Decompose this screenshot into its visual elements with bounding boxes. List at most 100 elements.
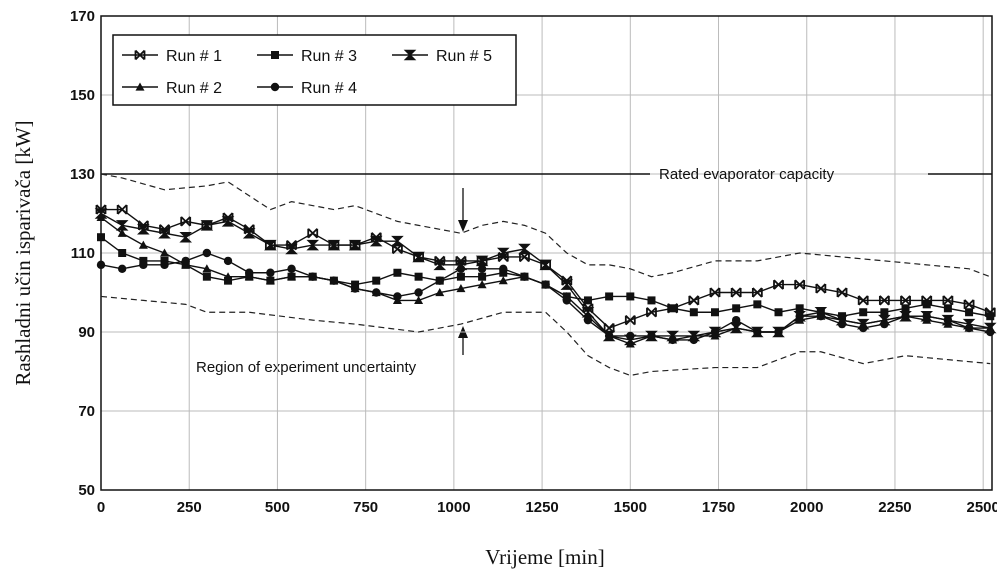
marker: [901, 304, 910, 313]
marker: [583, 315, 593, 325]
y-tick-label: 50: [78, 482, 95, 499]
marker: [626, 292, 635, 301]
marker: [519, 251, 530, 263]
y-tick-label: 90: [78, 324, 95, 341]
marker: [306, 239, 320, 251]
legend-label: Run # 2: [166, 80, 222, 97]
marker: [454, 259, 468, 271]
marker: [181, 256, 190, 266]
x-tick-label: 0: [97, 499, 105, 516]
marker: [179, 231, 192, 243]
y-axis-label: Rashladni učin isparivača [kW]: [11, 120, 35, 385]
marker: [668, 304, 677, 313]
marker: [202, 264, 212, 273]
marker: [815, 283, 827, 294]
marker: [393, 268, 402, 277]
y-tick-label: 70: [78, 403, 95, 420]
marker: [856, 318, 870, 330]
marker: [202, 248, 212, 258]
legend: Run # 1 Run # 2 Run # 3 Run # 4 Run # 5: [112, 34, 517, 106]
marker: [773, 279, 784, 290]
marker: [264, 239, 277, 251]
marker: [456, 272, 465, 281]
marker: [414, 272, 423, 281]
marker: [223, 256, 233, 266]
x-axis-label: Vrijeme [min]: [485, 545, 604, 569]
marker: [732, 304, 741, 313]
marker: [221, 216, 235, 227]
uncertainty-band: [100, 295, 991, 377]
marker: [920, 310, 934, 322]
marker: [372, 288, 381, 297]
marker: [456, 284, 466, 293]
marker: [710, 308, 719, 317]
marker: [941, 314, 955, 326]
marker: [224, 276, 233, 285]
marker: [793, 310, 806, 322]
marker: [687, 330, 701, 342]
marker: [369, 235, 383, 247]
marker: [774, 308, 783, 317]
marker: [475, 255, 489, 267]
marker: [94, 208, 108, 219]
marker: [270, 82, 280, 92]
marker: [134, 49, 146, 61]
marker: [645, 330, 658, 342]
marker: [266, 268, 275, 277]
marker: [647, 296, 656, 305]
marker: [435, 288, 445, 297]
marker: [200, 220, 214, 231]
legend-label: Run # 1: [166, 48, 222, 65]
marker: [160, 248, 170, 257]
x-tick-label: 1500: [614, 499, 647, 516]
marker: [477, 264, 487, 273]
marker: [118, 249, 127, 257]
marker: [965, 308, 974, 317]
marker: [602, 330, 616, 342]
plot-frame: [100, 15, 993, 491]
annotation: Region of experiment uncertainty: [196, 359, 417, 376]
arrow-head: [458, 220, 468, 232]
legend-label: Run # 3: [301, 48, 357, 65]
marker: [329, 276, 339, 285]
marker: [498, 276, 508, 285]
marker: [116, 204, 128, 215]
x-tick-label: 250: [177, 499, 202, 516]
marker: [115, 220, 129, 231]
marker: [287, 264, 296, 273]
marker: [158, 228, 171, 239]
marker: [496, 247, 510, 259]
marker: [795, 304, 804, 313]
marker: [560, 279, 574, 290]
marker: [562, 296, 571, 305]
y-tick-label: 170: [70, 8, 95, 25]
marker: [160, 260, 169, 270]
marker: [794, 279, 806, 290]
marker: [433, 259, 447, 271]
legend-label: Run # 4: [301, 80, 357, 97]
x-tick-label: 750: [353, 499, 378, 516]
marker: [499, 264, 508, 273]
marker: [708, 326, 722, 338]
x-tick-label: 2000: [790, 499, 823, 516]
marker: [137, 224, 150, 235]
marker: [666, 330, 679, 342]
marker: [139, 260, 148, 270]
marker: [541, 280, 550, 289]
marker: [835, 314, 849, 326]
marker: [986, 312, 995, 321]
marker: [520, 272, 529, 281]
marker: [730, 287, 742, 298]
y-tick-label: 150: [70, 87, 95, 104]
marker: [772, 326, 785, 338]
marker: [605, 292, 614, 301]
marker: [435, 276, 444, 285]
marker: [180, 216, 192, 227]
x-tick-label: 2250: [878, 499, 911, 516]
marker: [414, 295, 424, 304]
marker: [266, 276, 275, 285]
marker: [96, 260, 106, 270]
x-tick-label: 1750: [702, 499, 735, 516]
marker: [117, 228, 127, 237]
marker: [731, 315, 741, 325]
